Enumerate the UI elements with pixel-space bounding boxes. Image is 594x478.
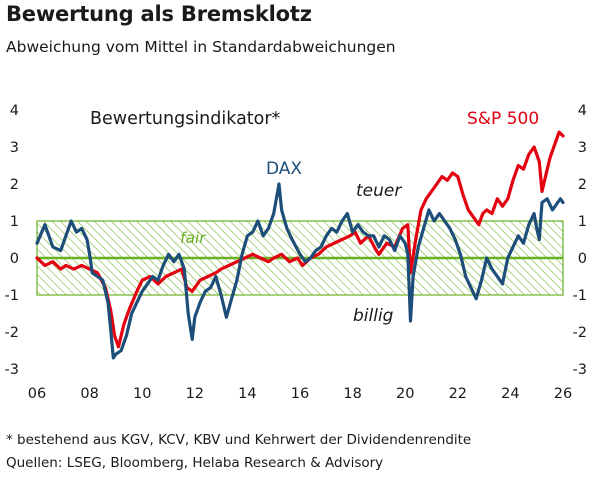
page-title: Bewertung als Bremsklotz — [6, 2, 312, 26]
chart-title: Bewertungsindikator* — [90, 109, 281, 129]
y-tick-label-right: 0 — [578, 251, 587, 267]
y-tick-label-right: -1 — [573, 288, 587, 304]
x-tick-label: 22 — [449, 386, 467, 402]
annotation-teuer: teuer — [356, 181, 402, 201]
series-line-sp500 — [35, 130, 565, 349]
series-label-sp500: S&P 500 — [467, 109, 539, 129]
y-tick-label-right: 3 — [578, 140, 587, 156]
annotation-billig: billig — [353, 306, 394, 326]
series-label-dax: DAX — [266, 159, 302, 179]
series-line-dax — [35, 182, 565, 360]
y-tick-label-left: 1 — [10, 214, 19, 230]
page-subtitle: Abweichung vom Mittel in Standardabweich… — [6, 38, 396, 56]
band-label-fair: fair — [180, 229, 207, 247]
y-tick-label-right: 2 — [578, 177, 587, 193]
footnote-sources: Quellen: LSEG, Bloomberg, Helaba Researc… — [6, 455, 384, 471]
x-tick-label: 24 — [501, 386, 519, 402]
y-tick-label-left: 4 — [10, 103, 19, 119]
y-tick-label-left: 0 — [10, 251, 19, 267]
x-tick-label: 10 — [133, 386, 151, 402]
y-tick-label-right: 4 — [578, 103, 587, 119]
x-tick-label: 14 — [238, 386, 256, 402]
y-tick-label-right: 1 — [578, 214, 587, 230]
x-tick-label: 16 — [291, 386, 309, 402]
y-tick-label-left: 2 — [10, 177, 19, 193]
y-tick-label-left: -1 — [5, 288, 19, 304]
x-tick-label: 18 — [343, 386, 361, 402]
x-tick-label: 06 — [28, 386, 46, 402]
x-tick-label: 26 — [554, 386, 572, 402]
y-tick-label-left: -2 — [5, 325, 19, 341]
x-tick-label: 08 — [80, 386, 98, 402]
x-tick-label: 20 — [396, 386, 414, 402]
y-tick-label-left: -3 — [5, 362, 19, 378]
y-tick-label-left: 3 — [10, 140, 19, 156]
footnote-definition: * bestehend aus KGV, KCV, KBV und Kehrwe… — [6, 432, 472, 448]
x-tick-label: 12 — [186, 386, 204, 402]
y-tick-label-right: -2 — [573, 325, 587, 341]
y-tick-label-right: -3 — [573, 362, 587, 378]
